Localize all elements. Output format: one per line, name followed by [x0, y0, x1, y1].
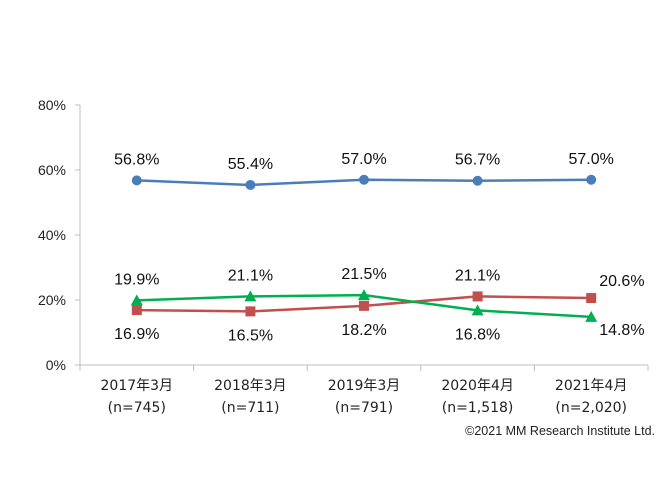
- data-point: [358, 289, 370, 301]
- x-tick-sublabel: (n=711): [221, 400, 279, 416]
- x-tick-label: 2020年4月: [441, 378, 514, 394]
- data-point: [245, 306, 256, 317]
- data-label: 55.4%: [228, 156, 273, 173]
- y-tick-label: 20%: [38, 292, 66, 308]
- data-point: [472, 175, 483, 186]
- y-tick-label: 40%: [38, 227, 66, 243]
- x-tick-label: 2021年4月: [555, 378, 628, 394]
- data-point: [245, 179, 256, 190]
- copyright-note: ©2021 MM Research Institute Ltd.: [465, 424, 655, 438]
- data-label: 56.7%: [455, 152, 500, 169]
- data-point: [586, 174, 597, 185]
- data-point: [586, 293, 597, 304]
- data-point: [359, 174, 369, 185]
- y-tick-label: 80%: [38, 97, 66, 113]
- data-label: 16.9%: [114, 326, 159, 343]
- x-tick-label: 2018年3月: [214, 378, 287, 394]
- data-label: 56.8%: [114, 151, 159, 168]
- data-point: [471, 304, 484, 316]
- x-tick-sublabel: (n=2,020): [555, 400, 627, 416]
- x-tick-label: 2017年3月: [101, 378, 174, 394]
- data-label: 57.0%: [341, 151, 386, 168]
- data-point: [472, 291, 483, 302]
- x-tick-sublabel: (n=745): [108, 400, 166, 416]
- data-label: 21.1%: [455, 267, 500, 284]
- data-label: 16.8%: [455, 326, 500, 343]
- data-label: 21.1%: [228, 267, 273, 284]
- data-label: 14.8%: [599, 322, 644, 339]
- data-point: [359, 300, 369, 311]
- x-tick-sublabel: (n=1,518): [442, 400, 514, 416]
- x-tick-sublabel: (n=791): [335, 400, 393, 416]
- data-point: [585, 310, 598, 322]
- data-label: 20.6%: [599, 273, 644, 290]
- data-label: 18.2%: [341, 322, 386, 339]
- data-label: 19.9%: [114, 271, 159, 288]
- y-tick-label: 60%: [38, 162, 66, 178]
- data-label: 57.0%: [569, 151, 614, 168]
- data-label: 16.5%: [228, 327, 273, 344]
- data-point: [131, 175, 142, 186]
- y-tick-label: 0%: [46, 357, 66, 373]
- data-point: [131, 305, 142, 316]
- data-point: [244, 290, 257, 302]
- data-label: 21.5%: [341, 266, 386, 283]
- data-point: [130, 294, 143, 306]
- x-tick-label: 2019年3月: [328, 378, 401, 394]
